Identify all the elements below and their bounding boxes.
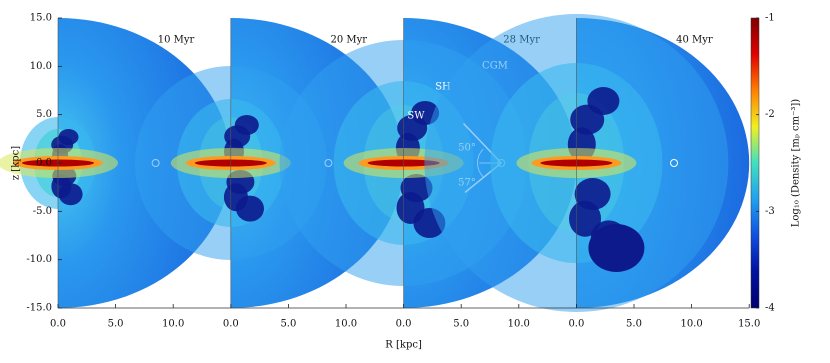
x-tick-label: 10.0 (508, 319, 530, 330)
cloud (574, 178, 611, 210)
y-tick-label: -10.0 (26, 254, 52, 265)
x-tick-label: 0.0 (568, 319, 584, 330)
sun-marker (670, 159, 679, 167)
cloud (400, 174, 433, 202)
y-tick-label: 0.0 (36, 158, 52, 169)
colorbar-tick-label: -3 (765, 206, 775, 217)
x-tick-label: 5.0 (453, 319, 469, 330)
cloud (588, 224, 645, 272)
cloud (236, 195, 264, 222)
cloud (587, 87, 620, 115)
panel-title: 10 Myr (158, 35, 195, 46)
x-axis-label: R [kpc] (385, 340, 422, 351)
colorbar-label: Log₁₀ (Density [mₚ cm⁻³]) (791, 99, 802, 228)
cloud (234, 115, 259, 135)
x-tick-label: 5.0 (280, 319, 296, 330)
annotation: SW (407, 111, 425, 122)
x-tick-label: 10.0 (335, 319, 357, 330)
cloud (58, 129, 79, 145)
colorbar (750, 17, 760, 309)
x-tick-label: 10.0 (162, 319, 184, 330)
panel: 40 Myr (424, 14, 750, 312)
colorbar-tick-label: -4 (765, 303, 775, 314)
x-tick-label: 10.0 (680, 319, 702, 330)
x-tick-label: 0.0 (223, 319, 239, 330)
x-tick-label: 15.0 (738, 319, 760, 330)
y-axis-label: z [kpc] (11, 146, 22, 180)
x-tick-label: 5.0 (108, 319, 124, 330)
cloud (58, 183, 83, 206)
y-tick-label: 10.0 (30, 61, 52, 72)
x-tick-label: 0.0 (396, 319, 412, 330)
y-tick-label: 5.0 (36, 109, 52, 120)
y-tick-label: 15.0 (30, 13, 52, 24)
colorbar-tick-label: -2 (765, 109, 775, 120)
annotation: SH (435, 82, 451, 93)
x-tick-label: 5.0 (626, 319, 642, 330)
x-tick-label: 0.0 (50, 319, 66, 330)
y-tick-label: -15.0 (26, 303, 52, 314)
panel-title: 20 Myr (331, 35, 368, 46)
y-tick-label: -5.0 (33, 206, 52, 217)
colorbar-tick-label: -1 (765, 13, 775, 24)
panel-title: 40 Myr (676, 35, 713, 46)
